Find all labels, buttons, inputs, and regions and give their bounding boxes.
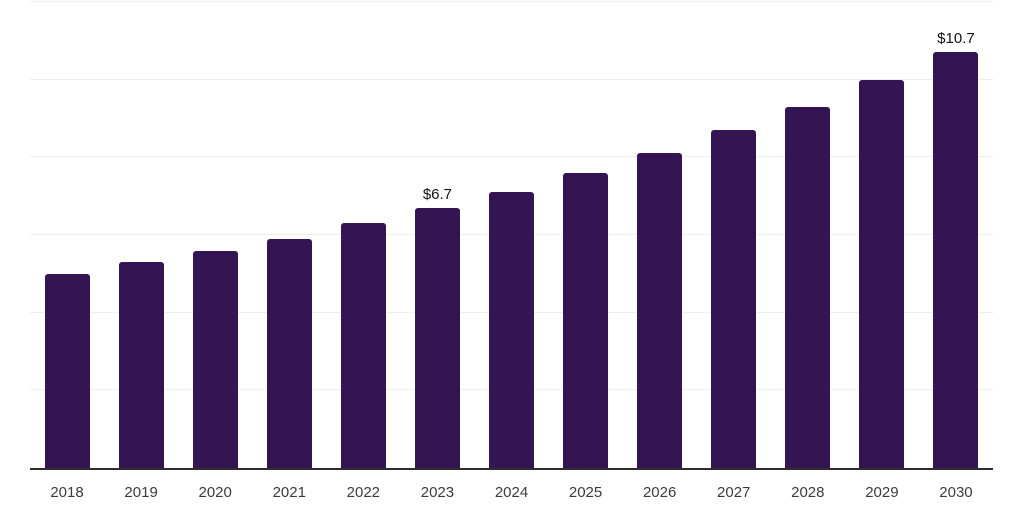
bar-2020 — [192, 250, 238, 468]
value-label-2030: $10.7 — [937, 30, 975, 48]
x-axis-label-2028: 2028 — [791, 484, 825, 501]
x-axis-label-2030: 2030 — [939, 484, 973, 501]
x-axis-label-2022: 2022 — [346, 484, 381, 501]
x-axis-label-2020: 2020 — [198, 484, 232, 501]
x-axis-label-2018: 2018 — [50, 484, 84, 501]
gridline-12 — [30, 1, 993, 2]
bar-2019 — [118, 262, 164, 468]
bar-2021 — [266, 238, 312, 468]
bar-2023 — [414, 207, 460, 468]
bar-2029 — [859, 79, 905, 468]
x-axis-label-2027: 2027 — [717, 484, 751, 501]
x-axis-label-2021: 2021 — [272, 484, 306, 501]
bar-2027 — [711, 130, 757, 468]
bar-2025 — [563, 172, 609, 468]
x-axis-label-2019: 2019 — [124, 484, 158, 501]
bar-2028 — [785, 106, 831, 468]
bar-2018 — [44, 273, 90, 468]
value-label-2023: $6.7 — [422, 185, 453, 203]
bar-2030 — [933, 52, 979, 468]
x-axis-label-2026: 2026 — [642, 484, 677, 501]
gridline-10 — [30, 78, 993, 80]
x-axis-label-2025: 2025 — [568, 484, 603, 501]
bar-2024 — [489, 192, 534, 468]
gridline-8 — [30, 156, 993, 158]
plot-area: $6.7 $10.7 — [30, 1, 993, 470]
x-axis-label-2029: 2029 — [865, 484, 899, 501]
x-axis-label-2023: 2023 — [420, 484, 455, 501]
bar-2022 — [340, 223, 386, 468]
bar-2026 — [637, 153, 683, 468]
x-axis-label-2024: 2024 — [494, 484, 529, 501]
